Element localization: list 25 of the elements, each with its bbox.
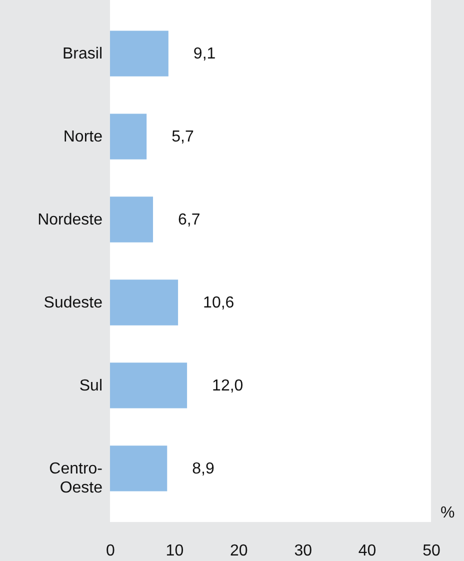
bar [110, 196, 154, 242]
y-tick-label: Centro-Oeste [49, 460, 103, 496]
x-tick-label: 20 [230, 542, 248, 560]
bar [110, 362, 188, 408]
data-label: 6,7 [178, 212, 200, 229]
data-label: 12,0 [212, 377, 244, 394]
x-tick-label: 30 [294, 542, 312, 560]
y-tick-label: Sul [79, 377, 102, 394]
bar [110, 446, 168, 492]
data-label: 8,9 [192, 460, 214, 478]
data-label: 5,7 [172, 128, 194, 146]
x-axis-title: % [440, 504, 455, 522]
y-tick-label: Brasil [62, 46, 102, 63]
y-tick-label: Sudeste [44, 294, 103, 312]
bar [110, 280, 178, 326]
data-label: 10,6 [203, 294, 234, 312]
x-tick-label: 40 [358, 542, 376, 560]
y-tick-label: Norte [63, 128, 103, 146]
x-tick-label: 0 [106, 542, 116, 560]
x-tick-label: 10 [166, 542, 184, 560]
bar [110, 114, 147, 160]
y-tick-label: Nordeste [38, 212, 103, 229]
bar [110, 30, 168, 76]
data-label: 9,1 [193, 46, 216, 63]
x-tick-label: 50 [422, 542, 440, 560]
